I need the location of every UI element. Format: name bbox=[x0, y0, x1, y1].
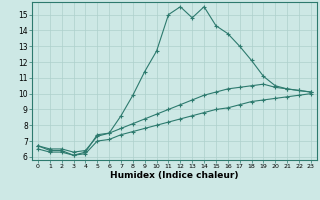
X-axis label: Humidex (Indice chaleur): Humidex (Indice chaleur) bbox=[110, 171, 239, 180]
